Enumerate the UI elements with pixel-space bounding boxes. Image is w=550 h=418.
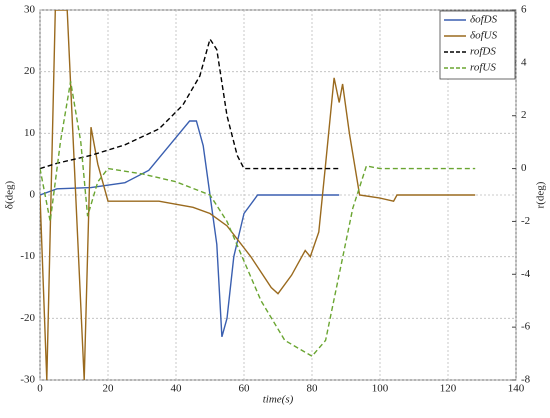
x-tick-label: 120 xyxy=(440,383,457,395)
x-tick-label: 20 xyxy=(103,383,115,395)
y2-tick-label: -4 xyxy=(521,268,531,280)
x-tick-label: 100 xyxy=(372,383,389,395)
y-tick-label: 20 xyxy=(24,65,36,77)
y2-tick-label: -6 xyxy=(521,321,531,333)
y2-tick-label: 4 xyxy=(521,56,527,68)
y-tick-label: -10 xyxy=(20,250,35,262)
y2-axis-label: r(deg) xyxy=(535,181,547,208)
y2-tick-label: 0 xyxy=(521,162,527,174)
y2-tick-label: -8 xyxy=(521,374,531,386)
x-tick-label: 60 xyxy=(239,383,251,395)
series-line xyxy=(40,37,340,170)
series-group xyxy=(40,10,476,380)
y-tick-label: -30 xyxy=(20,374,35,386)
x-tick-label: 40 xyxy=(171,383,183,395)
series-line xyxy=(40,120,340,338)
y2-tick-label: -2 xyxy=(521,215,530,227)
x-tick-label: 80 xyxy=(307,383,319,395)
y-tick-label: 0 xyxy=(30,189,36,201)
legend-label: rofUS xyxy=(470,62,496,74)
x-axis-label: time(s) xyxy=(263,394,294,406)
y-tick-label: 30 xyxy=(24,4,36,16)
y2-tick-label: 6 xyxy=(521,4,527,16)
y-axis-label: δ(deg) xyxy=(4,180,16,209)
series-line xyxy=(40,10,476,380)
y2-tick-label: 2 xyxy=(521,109,527,121)
x-tick-label: 0 xyxy=(37,383,43,395)
y-tick-label: 10 xyxy=(24,127,36,139)
legend-label: δofUS xyxy=(470,30,498,42)
y-tick-label: -20 xyxy=(20,312,35,324)
legend-label: rofDS xyxy=(470,46,496,58)
x-tick-label: 140 xyxy=(508,383,525,395)
series-line xyxy=(40,81,476,358)
legend-label: δofDS xyxy=(470,14,498,26)
